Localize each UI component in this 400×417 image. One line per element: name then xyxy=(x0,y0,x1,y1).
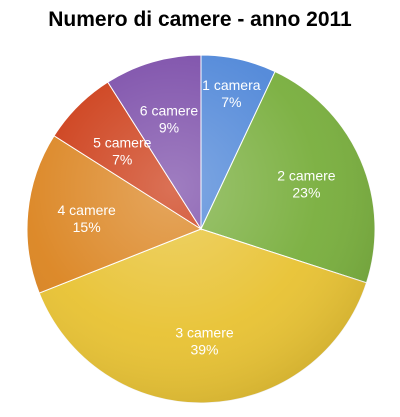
slice-label-3: 3 camere xyxy=(175,324,234,340)
slice-label-6: 6 camere xyxy=(140,103,199,119)
slice-label-1: 1 camera xyxy=(202,77,261,93)
slice-percent-4: 15% xyxy=(73,219,101,235)
slice-percent-3: 39% xyxy=(190,341,218,357)
chart-title: Numero di camere - anno 2011 xyxy=(48,8,352,31)
slice-percent-6: 9% xyxy=(159,120,179,136)
slice-percent-1: 7% xyxy=(221,94,241,110)
slice-label-5: 5 camere xyxy=(93,134,152,150)
slice-label-4: 4 camere xyxy=(57,202,116,218)
slice-label-2: 2 camere xyxy=(277,167,336,183)
slice-percent-2: 23% xyxy=(292,184,320,200)
slice-percent-5: 7% xyxy=(112,151,132,167)
